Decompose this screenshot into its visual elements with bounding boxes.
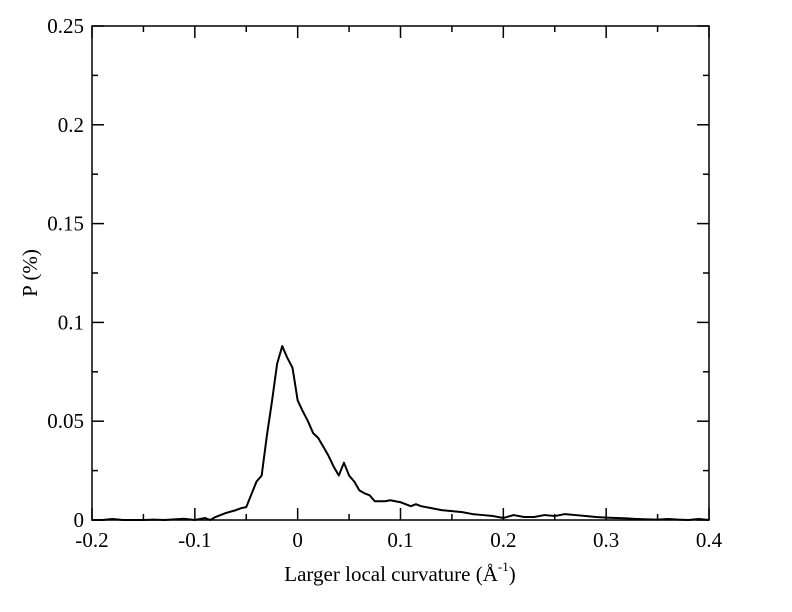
y-axis-title: P (%) [18, 249, 42, 297]
plot-frame [91, 25, 710, 521]
x-tick-label: 0.3 [593, 528, 619, 552]
y-tick-label: 0.1 [58, 310, 84, 334]
x-axis-title-sup: -1 [498, 559, 509, 574]
y-tick-label: 0.2 [58, 113, 84, 137]
x-tick-label: 0.2 [490, 528, 516, 552]
y-tick-label: 0.15 [47, 212, 84, 236]
y-tick-label: 0.25 [47, 14, 84, 38]
x-axis-title-main: Larger local curvature (Å [284, 562, 498, 586]
x-tick-label: 0 [292, 528, 303, 552]
x-tick-label: -0.1 [178, 528, 211, 552]
x-tick-label: 0.1 [387, 528, 413, 552]
y-tick-label: 0.05 [47, 409, 84, 433]
y-tick-label: 0 [74, 508, 85, 532]
x-axis-title: Larger local curvature (Å-1) [284, 559, 515, 586]
x-axis-title-close: ) [509, 562, 516, 586]
x-tick-label: 0.4 [696, 528, 723, 552]
ticks [91, 25, 710, 521]
tick-labels: -0.2 -0.1 0 0.1 0.2 0.3 0.4 0 0.05 0.1 0.15 0.2 0.25 [47, 14, 722, 552]
x-tick-label: -0.2 [75, 528, 108, 552]
series-line [92, 345, 710, 521]
